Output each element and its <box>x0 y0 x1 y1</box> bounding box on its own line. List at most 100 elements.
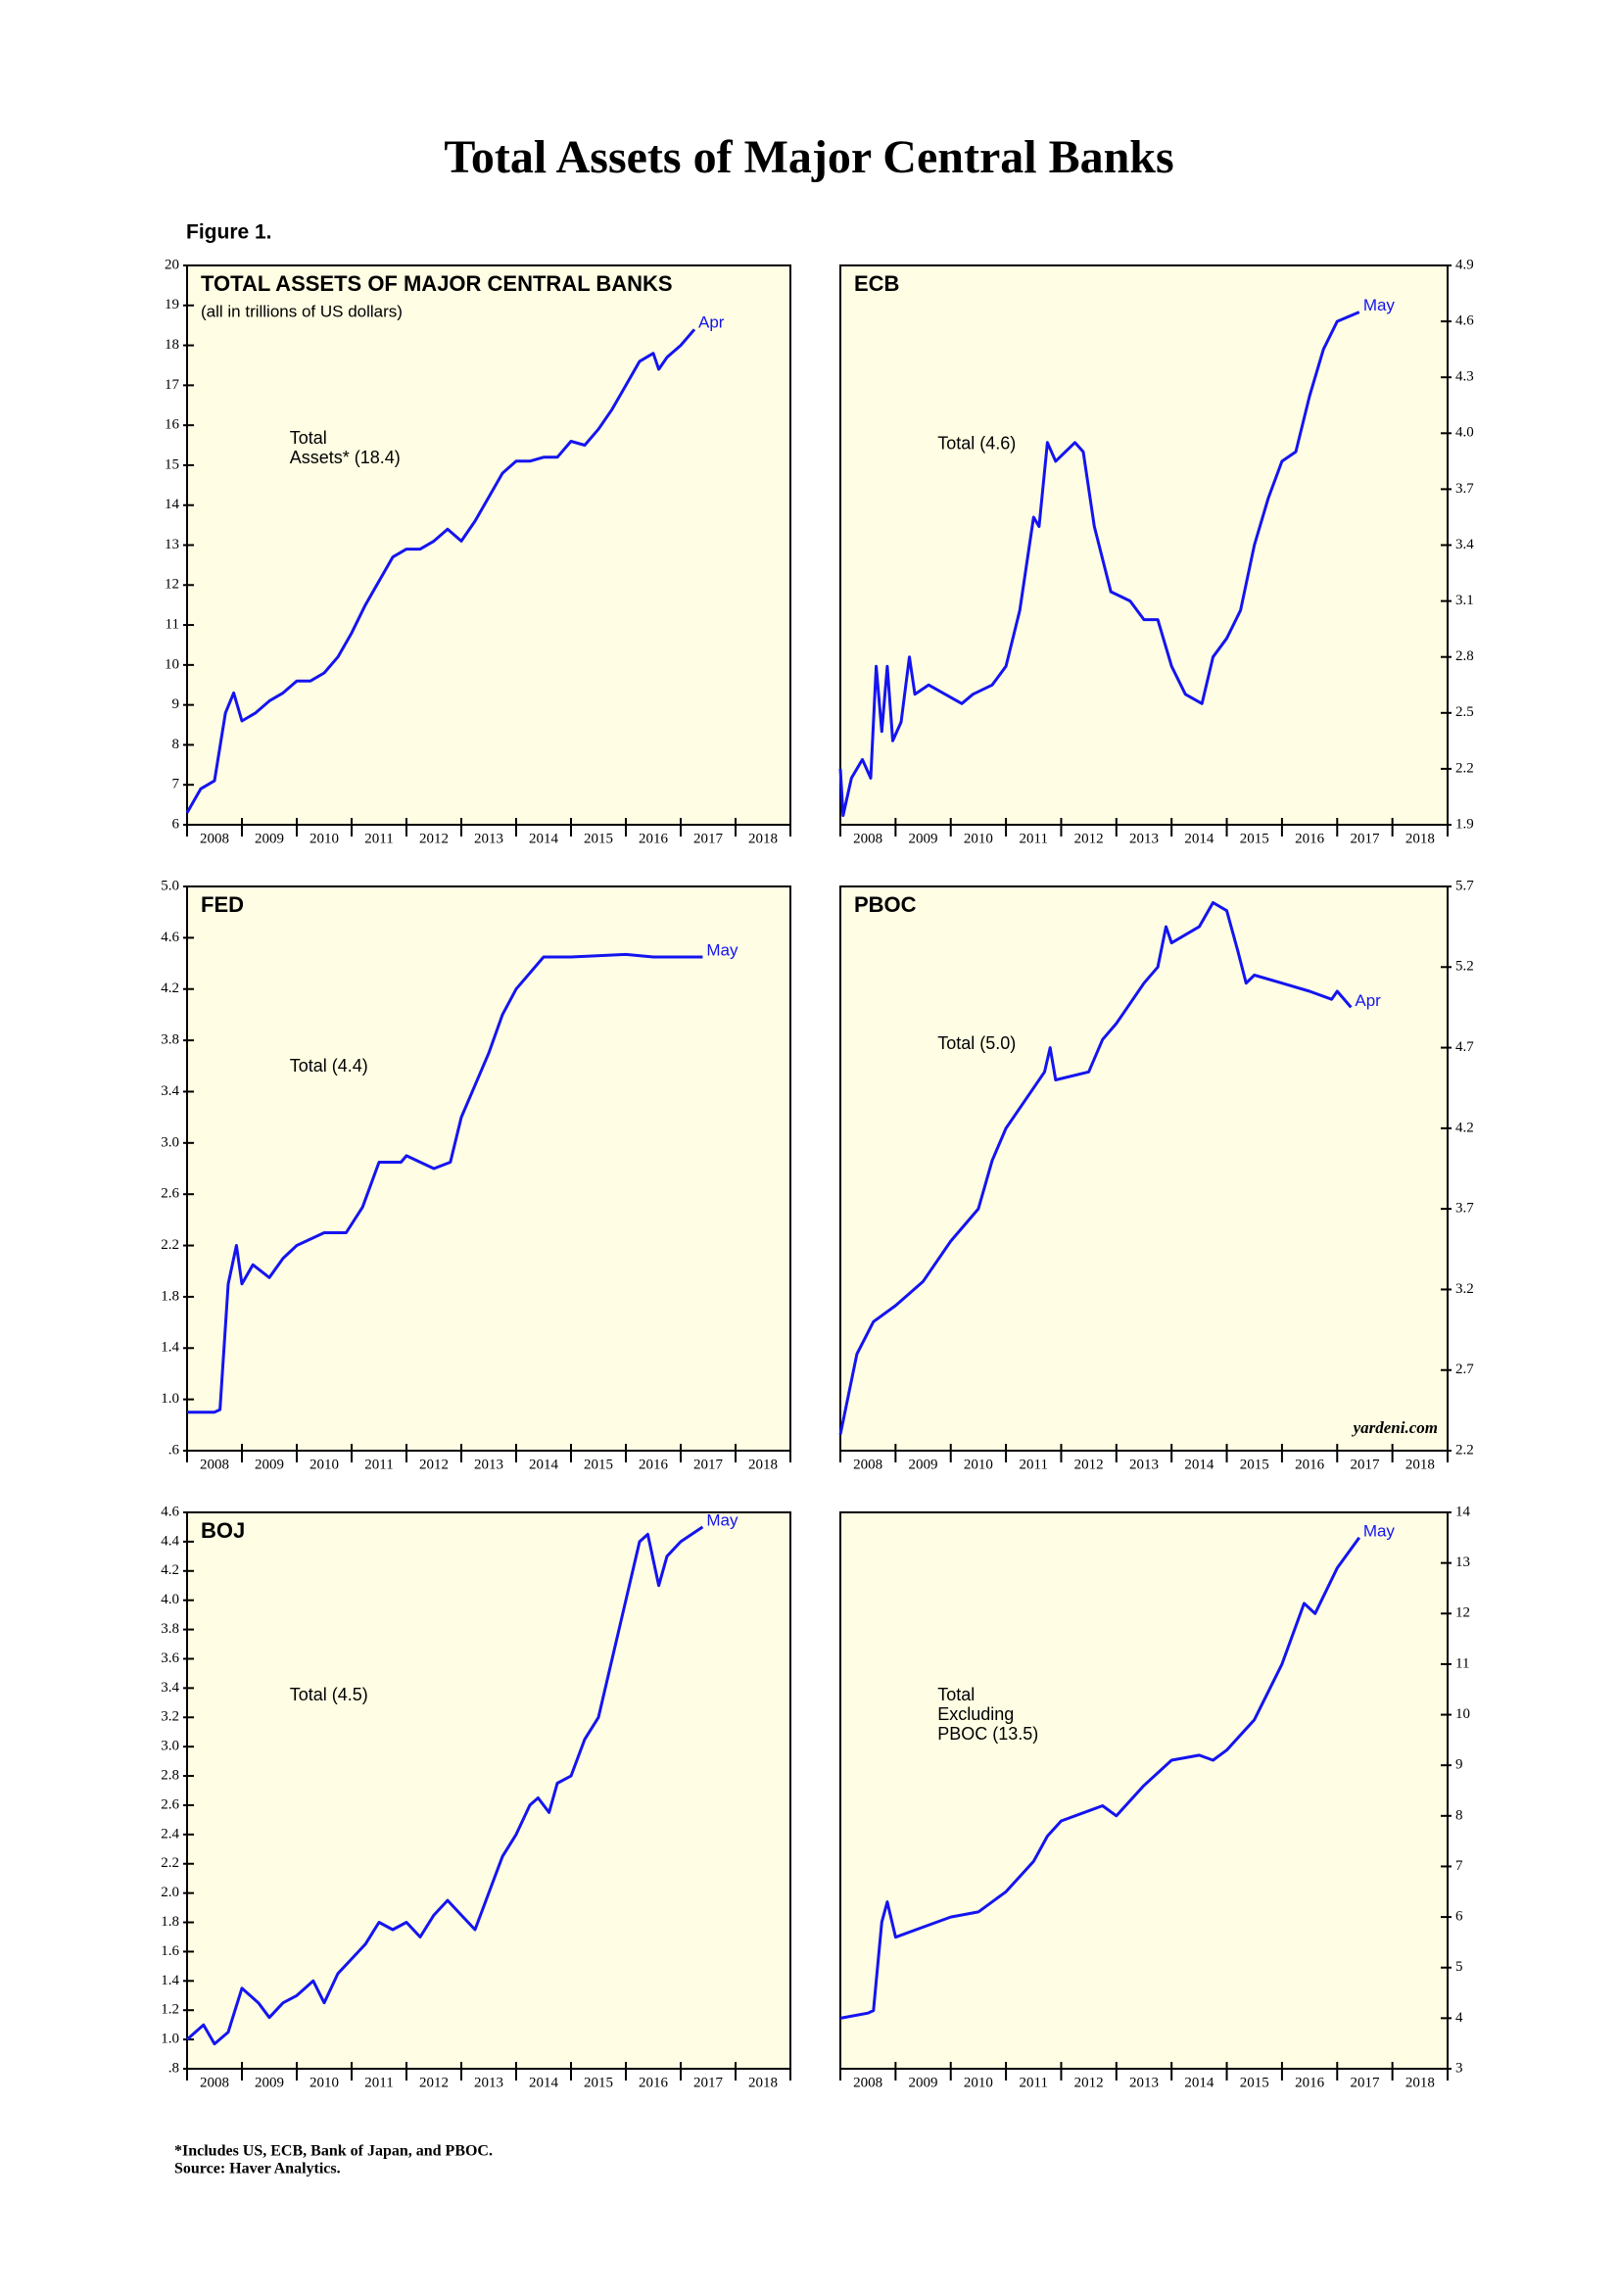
x-tick-label: 2009 <box>255 1457 284 1472</box>
x-tick-label: 2013 <box>1129 2075 1159 2090</box>
annotation: Assets* (18.4) <box>290 448 401 467</box>
y-tick-label: 14 <box>1455 1504 1471 1519</box>
end-label: May <box>706 1510 738 1529</box>
y-tick-label: 4.4 <box>161 1533 179 1549</box>
x-tick-label: 2015 <box>1240 2075 1269 2090</box>
x-tick-label: 2010 <box>310 1457 339 1472</box>
y-tick-label: 4.2 <box>161 1562 179 1578</box>
chart-panel: 6 7 8 9 10 11 12 13 14 15 16 17 18 19 20 2008 2009 2010 20… <box>165 257 791 846</box>
annotation: Excluding <box>937 1704 1014 1724</box>
y-tick-label: 7 <box>1455 1858 1463 1874</box>
footnote: *Includes US, ECB, Bank of Japan, and PB… <box>174 2143 493 2160</box>
x-tick-label: 2014 <box>529 1457 559 1472</box>
y-tick-label: 4.6 <box>161 930 179 945</box>
end-label: May <box>706 940 738 959</box>
x-tick-label: 2018 <box>748 831 778 846</box>
x-tick-label: 2018 <box>1405 2075 1435 2090</box>
panel-title: FED <box>201 892 244 917</box>
y-tick-label: 2.6 <box>161 1796 179 1812</box>
series-line <box>186 1525 704 2046</box>
y-tick-label: 6 <box>172 816 180 832</box>
annotation: Total (4.4) <box>290 1056 368 1076</box>
y-tick-label: 1.0 <box>161 2032 179 2047</box>
y-tick-label: 5 <box>1455 1959 1463 1975</box>
end-label: Apr <box>1355 991 1381 1010</box>
y-tick-label: 3.8 <box>161 1621 179 1637</box>
y-tick-label: 15 <box>165 456 179 472</box>
x-tick-label: 2016 <box>1295 2075 1325 2090</box>
y-tick-label: 13 <box>1455 1555 1470 1570</box>
annotation: Total (4.6) <box>937 433 1016 453</box>
x-tick-label: 2014 <box>529 2075 559 2090</box>
x-tick-label: 2014 <box>1184 1457 1214 1472</box>
y-tick-label: 3.4 <box>161 1083 179 1099</box>
x-tick-label: 2017 <box>693 1457 724 1472</box>
x-tick-label: 2008 <box>200 1457 229 1472</box>
series-line <box>185 328 696 814</box>
x-tick-label: 2008 <box>853 2075 882 2090</box>
end-label: May <box>1363 296 1396 314</box>
y-tick-label: 2.8 <box>1455 648 1474 664</box>
y-tick-label: 1.0 <box>161 1391 179 1407</box>
y-tick-label: 3.1 <box>1455 593 1474 608</box>
y-tick-label: 2.8 <box>161 1767 179 1783</box>
x-tick-label: 2012 <box>419 2075 449 2090</box>
x-tick-label: 2016 <box>1295 831 1325 846</box>
y-tick-label: 4.0 <box>161 1592 179 1607</box>
figure-label: Figure 1. <box>186 221 272 244</box>
panel-title: ECB <box>854 271 899 296</box>
x-tick-label: 2012 <box>1074 1457 1104 1472</box>
x-tick-label: 2008 <box>853 831 882 846</box>
chart-panel: .8 1.0 1.2 1.4 1.6 1.8 2.0 2.2 2.4 2.6 2.8 3.0 3.2 3.… <box>161 1504 791 2090</box>
x-tick-label: 2017 <box>693 2075 724 2090</box>
x-tick-label: 2016 <box>1295 1457 1325 1472</box>
x-tick-label: 2013 <box>1129 831 1159 846</box>
x-tick-label: 2011 <box>1020 2075 1048 2090</box>
annotation: Total (4.5) <box>290 1685 368 1704</box>
y-tick-label: 3.2 <box>1455 1281 1474 1297</box>
end-label: Apr <box>698 313 725 332</box>
x-tick-label: 2009 <box>255 2075 284 2090</box>
x-tick-label: 2018 <box>748 1457 778 1472</box>
x-tick-label: 2009 <box>255 831 284 846</box>
y-tick-label: 6 <box>1455 1909 1463 1925</box>
y-tick-label: 3.7 <box>1455 481 1474 497</box>
panel-subtitle: (all in trillions of US dollars) <box>201 302 403 320</box>
x-tick-label: 2011 <box>1020 1457 1048 1472</box>
x-tick-label: 2013 <box>474 2075 503 2090</box>
y-tick-label: 17 <box>165 377 180 393</box>
y-tick-label: 3.8 <box>161 1032 179 1048</box>
x-tick-label: 2010 <box>964 2075 993 2090</box>
source-note: yardeni.com <box>1352 1418 1438 1437</box>
y-tick-label: 3.7 <box>1455 1201 1474 1217</box>
y-tick-label: 3 <box>1455 2060 1463 2076</box>
y-tick-label: 14 <box>165 497 180 512</box>
x-tick-label: 2015 <box>584 1457 613 1472</box>
x-tick-label: 2009 <box>909 2075 938 2090</box>
x-tick-label: 2015 <box>1240 1457 1269 1472</box>
y-tick-label: 1.6 <box>161 1943 179 1959</box>
y-tick-label: .6 <box>168 1442 180 1458</box>
x-tick-label: 2010 <box>964 831 993 846</box>
x-tick-label: 2018 <box>1405 831 1435 846</box>
y-tick-label: 3.6 <box>161 1650 179 1666</box>
x-tick-label: 2009 <box>909 1457 938 1472</box>
y-tick-label: 2.0 <box>161 1885 179 1900</box>
y-tick-label: 7 <box>172 777 180 792</box>
series-line <box>838 311 1360 817</box>
plot-area <box>839 264 1449 826</box>
y-tick-label: 4.2 <box>161 981 179 996</box>
x-tick-label: 2012 <box>1074 2075 1104 2090</box>
y-tick-label: 2.6 <box>161 1186 179 1202</box>
x-tick-label: 2008 <box>200 831 229 846</box>
y-tick-label: 4.2 <box>1455 1120 1474 1135</box>
x-tick-label: 2014 <box>1184 831 1214 846</box>
y-tick-label: 1.4 <box>161 1973 179 1988</box>
x-tick-label: 2015 <box>584 831 613 846</box>
x-tick-label: 2016 <box>639 1457 669 1472</box>
y-tick-label: 2.2 <box>161 1855 179 1871</box>
y-tick-label: 18 <box>165 337 179 353</box>
y-tick-label: 2.2 <box>1455 760 1474 776</box>
x-tick-label: 2017 <box>1350 2075 1380 2090</box>
